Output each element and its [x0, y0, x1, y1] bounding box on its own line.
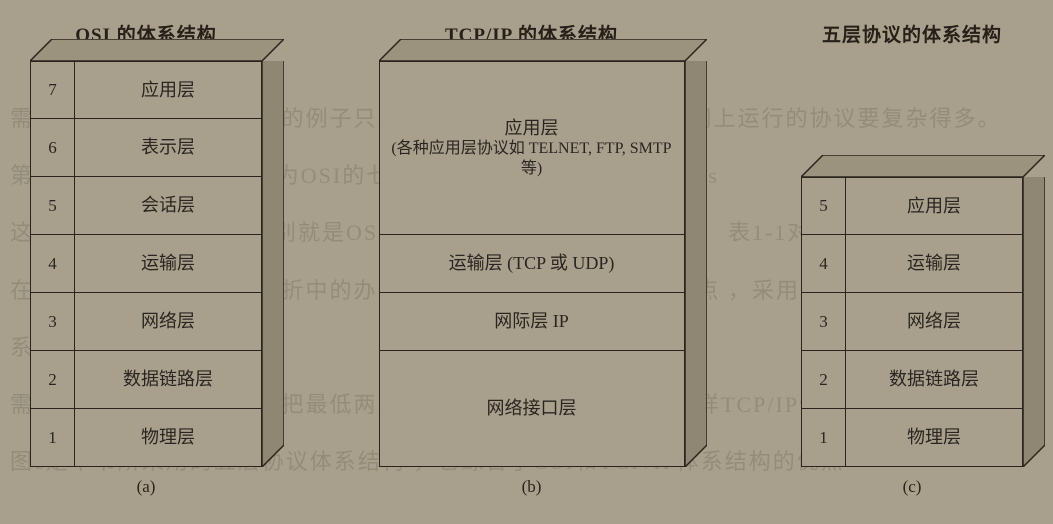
five-title: 五层协议的体系结构 — [822, 20, 1002, 47]
tcpip-top-face — [379, 39, 707, 61]
column-osi: OSI 的体系结构 7 应用层 6 表示层 5 会话层 — [30, 20, 262, 497]
tcpip-layer-transport: 运输层 (TCP 或 UDP) — [379, 235, 685, 293]
tcpip-layer-netif: 网络接口层 — [379, 351, 685, 467]
tcpip-app-main: 应用层 — [505, 118, 559, 138]
tcpip-face: 应用层 (各种应用层协议如 TELNET, FTP, SMTP 等) 运输层 (… — [379, 61, 685, 467]
osi-layer-4-label: 运输层 — [75, 252, 261, 275]
five-layer-5-label: 应用层 — [846, 195, 1022, 218]
tcpip-layer-transport-label: 运输层 (TCP 或 UDP) — [380, 252, 684, 275]
five-layer-1: 1 物理层 — [801, 409, 1023, 467]
tcpip-stack: 应用层 (各种应用层协议如 TELNET, FTP, SMTP 等) 运输层 (… — [379, 61, 685, 467]
osi-layer-2: 2 数据链路层 — [30, 351, 262, 409]
five-layer-3-number: 3 — [802, 293, 846, 350]
osi-layer-3: 3 网络层 — [30, 293, 262, 351]
osi-layer-5-label: 会话层 — [75, 194, 261, 217]
osi-layer-1: 1 物理层 — [30, 409, 262, 467]
osi-layer-1-number: 1 — [31, 409, 75, 466]
osi-top-face — [30, 39, 284, 61]
five-top-face — [801, 155, 1045, 177]
osi-side-face — [262, 61, 284, 467]
tcpip-layer-application: 应用层 (各种应用层协议如 TELNET, FTP, SMTP 等) — [379, 61, 685, 235]
five-face: 5 应用层 4 运输层 3 网络层 2 数据链路层 1 物理层 — [801, 177, 1023, 467]
five-layer-4-label: 运输层 — [846, 252, 1022, 275]
osi-sublabel: (a) — [137, 477, 156, 497]
tcpip-app-sub: (各种应用层协议如 TELNET, FTP, SMTP 等) — [386, 139, 678, 179]
osi-layer-2-number: 2 — [31, 351, 75, 408]
five-layer-3-label: 网络层 — [846, 310, 1022, 333]
osi-layer-4-number: 4 — [31, 235, 75, 292]
five-layer-2: 2 数据链路层 — [801, 351, 1023, 409]
five-layer-3: 3 网络层 — [801, 293, 1023, 351]
five-side-face — [1023, 177, 1045, 467]
five-layer-4-number: 4 — [802, 235, 846, 292]
five-layer-4: 4 运输层 — [801, 235, 1023, 293]
osi-layer-5-number: 5 — [31, 177, 75, 234]
osi-layer-6: 6 表示层 — [30, 119, 262, 177]
osi-layer-7-number: 7 — [31, 62, 75, 118]
osi-layer-2-label: 数据链路层 — [75, 368, 261, 391]
tcpip-side-face — [685, 61, 707, 467]
column-tcpip: TCP/IP 的体系结构 应用层 (各种应用层协议如 TELNET, FTP, … — [379, 20, 685, 497]
tcpip-sublabel: (b) — [522, 477, 542, 497]
five-layer-5: 5 应用层 — [801, 177, 1023, 235]
five-layer-5-number: 5 — [802, 178, 846, 234]
osi-layer-6-number: 6 — [31, 119, 75, 176]
osi-layer-7-label: 应用层 — [75, 79, 261, 102]
tcpip-layer-internet: 网际层 IP — [379, 293, 685, 351]
diagram-scene: OSI 的体系结构 7 应用层 6 表示层 5 会话层 — [0, 0, 1053, 524]
osi-layer-1-label: 物理层 — [75, 426, 261, 449]
five-stack: 5 应用层 4 运输层 3 网络层 2 数据链路层 1 物理层 — [801, 177, 1023, 467]
five-layer-2-label: 数据链路层 — [846, 368, 1022, 391]
tcpip-layer-internet-label: 网际层 IP — [380, 310, 684, 333]
five-layer-2-number: 2 — [802, 351, 846, 408]
five-layer-1-label: 物理层 — [846, 426, 1022, 449]
osi-stack: 7 应用层 6 表示层 5 会话层 4 运输层 3 网络层 — [30, 61, 262, 467]
tcpip-layer-netif-label: 网络接口层 — [380, 397, 684, 420]
tcpip-layer-application-label: 应用层 (各种应用层协议如 TELNET, FTP, SMTP 等) — [380, 117, 684, 180]
osi-layer-3-label: 网络层 — [75, 310, 261, 333]
osi-face: 7 应用层 6 表示层 5 会话层 4 运输层 3 网络层 — [30, 61, 262, 467]
five-layer-1-number: 1 — [802, 409, 846, 466]
osi-layer-5: 5 会话层 — [30, 177, 262, 235]
osi-layer-7: 7 应用层 — [30, 61, 262, 119]
five-sublabel: (c) — [903, 477, 922, 497]
column-five: 五层协议的体系结构 5 应用层 4 运输层 3 网络层 — [801, 20, 1023, 497]
osi-layer-3-number: 3 — [31, 293, 75, 350]
osi-layer-4: 4 运输层 — [30, 235, 262, 293]
osi-layer-6-label: 表示层 — [75, 136, 261, 159]
